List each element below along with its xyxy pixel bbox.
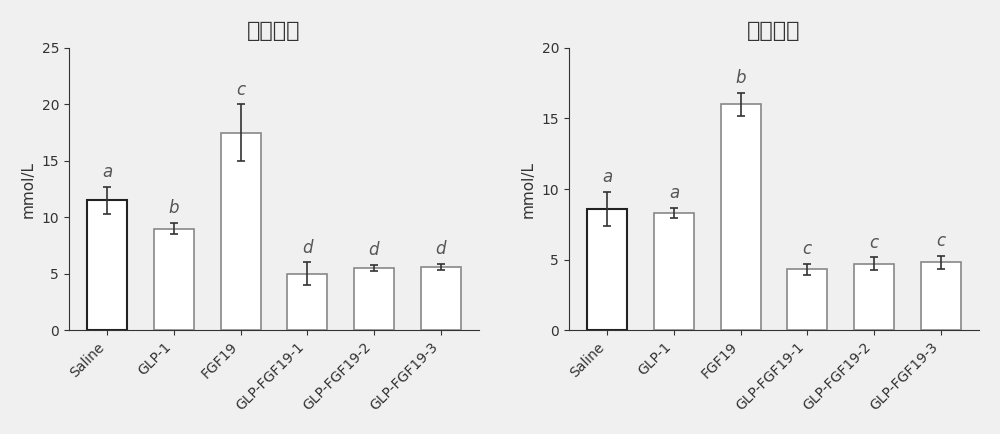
Text: b: b (169, 199, 179, 217)
Text: d: d (369, 241, 379, 259)
Text: c: c (236, 81, 245, 99)
Bar (721, 104, 761, 330)
Title: 总胆固醇: 总胆固醇 (747, 21, 801, 41)
Bar (87, 201, 127, 330)
Bar (787, 270, 827, 330)
Text: c: c (936, 232, 945, 250)
Bar (154, 229, 194, 330)
Bar (654, 213, 694, 330)
Text: a: a (102, 163, 113, 181)
Text: b: b (735, 69, 746, 87)
Text: c: c (869, 234, 878, 252)
Bar (854, 264, 894, 330)
Y-axis label: mmol/L: mmol/L (21, 161, 36, 217)
Bar (354, 268, 394, 330)
Bar (421, 267, 461, 330)
Y-axis label: mmol/L: mmol/L (521, 161, 536, 217)
Bar (287, 274, 327, 330)
Bar (921, 263, 961, 330)
Bar (221, 132, 261, 330)
Bar (587, 209, 627, 330)
Title: 甘油三酯: 甘油三酯 (247, 21, 301, 41)
Text: a: a (602, 168, 613, 186)
Text: d: d (435, 240, 446, 258)
Text: a: a (669, 184, 679, 202)
Text: d: d (302, 239, 313, 257)
Text: c: c (803, 240, 812, 258)
